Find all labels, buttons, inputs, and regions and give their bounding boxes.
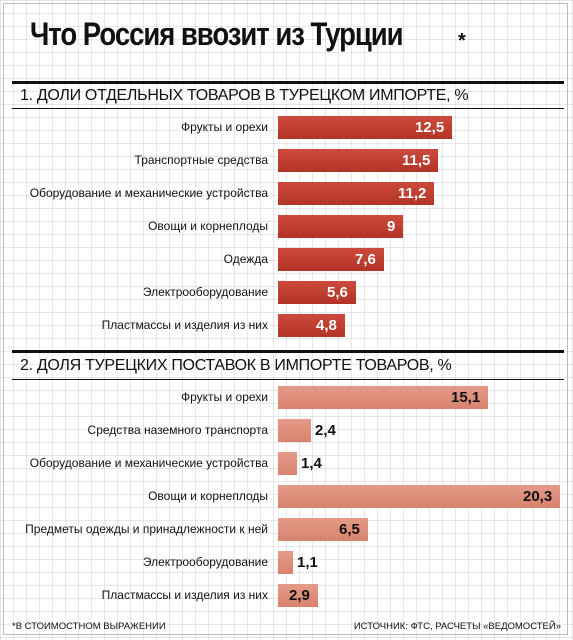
- value-label: 12,5: [415, 119, 445, 136]
- bar: [278, 386, 488, 409]
- footnote: *В СТОИМОСТНОМ ВЫРАЖЕНИИ: [12, 621, 166, 632]
- chart-frame: [3, 3, 568, 635]
- value-label: 1,1: [297, 554, 318, 571]
- section-2-title: 2. ДОЛЯ ТУРЕЦКИХ ПОСТАВОК В ИМПОРТЕ ТОВА…: [20, 357, 452, 374]
- category-label: Фрукты и орехи: [181, 120, 268, 134]
- value-label: 11,5: [402, 152, 431, 169]
- section-2-rule: [12, 379, 564, 380]
- bar: [278, 452, 297, 475]
- bar: [278, 182, 434, 205]
- bar: [278, 584, 318, 607]
- category-label: Транспортные средства: [134, 153, 268, 167]
- value-label: 1,4: [301, 455, 322, 472]
- bar: [278, 248, 384, 271]
- title-footnote-mark: *: [458, 30, 466, 52]
- section-2-top-rule: [12, 350, 564, 353]
- value-label: 4,8: [316, 317, 337, 334]
- category-label: Предметы одежды и принадлежности к ней: [25, 522, 268, 536]
- bar: [278, 518, 368, 541]
- bar: [278, 215, 403, 238]
- category-label: Пластмассы и изделия из них: [101, 318, 268, 332]
- category-label: Оборудование и механические устройства: [29, 186, 268, 200]
- chart-title: Что Россия ввозит из Турции: [30, 16, 404, 52]
- bar: [278, 281, 356, 304]
- category-label: Средства наземного транспорта: [87, 423, 268, 437]
- category-label: Одежда: [223, 252, 268, 266]
- category-label: Пластмассы и изделия из них: [101, 588, 268, 602]
- value-label: 5,6: [327, 284, 348, 301]
- bar: [278, 116, 452, 139]
- bar: [278, 314, 345, 337]
- value-label: 7,6: [355, 251, 376, 268]
- category-label: Овощи и корнеплоды: [148, 219, 268, 233]
- bar: [278, 485, 560, 508]
- value-label: 2,9: [289, 587, 310, 604]
- category-label: Электрооборудование: [142, 285, 268, 299]
- section-1-title: 1. ДОЛИ ОТДЕЛЬНЫХ ТОВАРОВ В ТУРЕЦКОМ ИМП…: [20, 87, 469, 104]
- value-label: 6,5: [339, 521, 360, 538]
- category-label: Фрукты и орехи: [181, 390, 268, 404]
- value-label: 2,4: [315, 422, 336, 439]
- value-label: 15,1: [451, 389, 481, 406]
- section-1-rule: [12, 108, 564, 109]
- category-label: Электрооборудование: [142, 555, 268, 569]
- bar: [278, 419, 311, 442]
- category-label: Оборудование и механические устройства: [29, 456, 268, 470]
- source-note: ИСТОЧНИК: ФТС, РАСЧЕТЫ «ВЕДОМОСТЕЙ»: [353, 621, 561, 632]
- value-label: 9: [387, 218, 396, 235]
- category-label: Овощи и корнеплоды: [148, 489, 268, 503]
- value-label: 20,3: [523, 488, 553, 505]
- bar: [278, 149, 438, 172]
- value-label: 11,2: [398, 185, 427, 202]
- bar: [278, 551, 293, 574]
- section-1-top-rule: [12, 81, 564, 84]
